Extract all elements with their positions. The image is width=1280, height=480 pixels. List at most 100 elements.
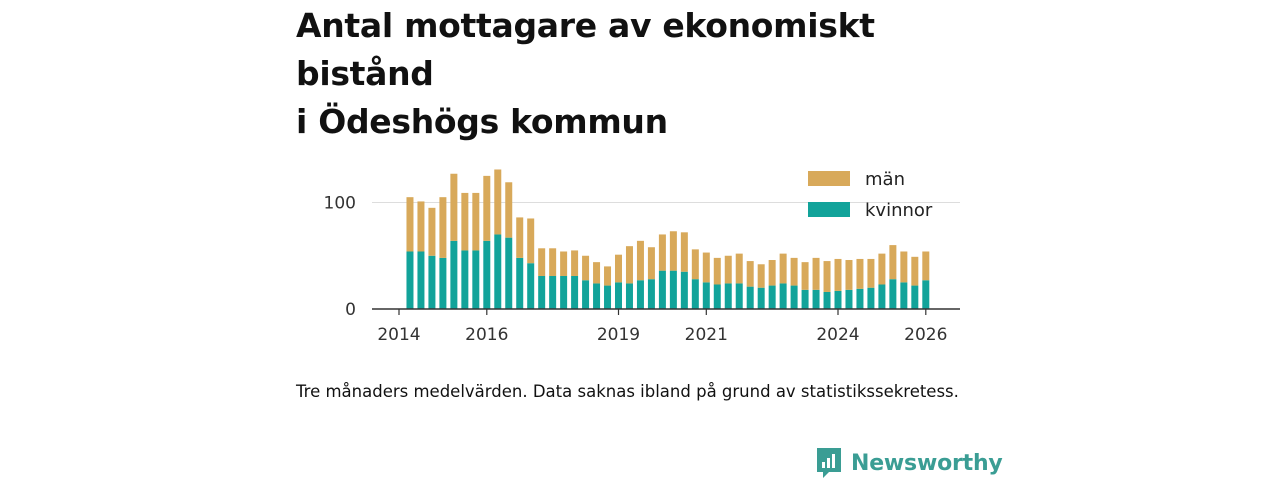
bar-kvinnor-10 <box>516 257 524 309</box>
bar-kvinnor-47 <box>922 280 930 309</box>
bar-man-35 <box>790 257 798 286</box>
bar-man-32 <box>757 264 765 288</box>
footnote: Tre månaders medelvärden. Data saknas ib… <box>296 382 959 401</box>
title-line-2: i Ödeshögs kommun <box>296 102 668 141</box>
bar-kvinnor-13 <box>549 275 557 309</box>
bar-kvinnor-36 <box>801 289 809 309</box>
bar-kvinnor-32 <box>757 287 765 309</box>
bar-kvinnor-3 <box>439 257 447 309</box>
bar-kvinnor-38 <box>823 291 831 309</box>
bar-man-29 <box>724 255 732 284</box>
bar-man-18 <box>604 266 612 286</box>
bar-man-36 <box>801 262 809 290</box>
bar-man-20 <box>625 246 633 284</box>
bar-man-7 <box>483 175 491 241</box>
bar-man-6 <box>472 192 480 251</box>
bar-man-28 <box>713 257 721 285</box>
bar-man-14 <box>560 251 568 276</box>
bar-man-34 <box>779 253 787 284</box>
bar-kvinnor-19 <box>615 282 622 309</box>
bar-man-45 <box>900 251 908 283</box>
bar-kvinnor-17 <box>593 283 601 309</box>
bar-kvinnor-33 <box>768 285 776 309</box>
bar-man-13 <box>549 248 557 276</box>
bar-kvinnor-7 <box>483 240 491 309</box>
bar-kvinnor-31 <box>746 286 754 309</box>
bar-man-40 <box>845 260 853 290</box>
bar-kvinnor-42 <box>867 287 875 309</box>
bar-kvinnor-2 <box>428 255 436 309</box>
bar-kvinnor-6 <box>472 250 480 309</box>
bar-man-21 <box>636 240 644 281</box>
bar-kvinnor-11 <box>527 263 535 309</box>
bar-kvinnor-44 <box>889 279 897 309</box>
bar-kvinnor-30 <box>735 283 743 309</box>
bar-kvinnor-22 <box>647 279 655 309</box>
bar-man-8 <box>494 169 502 235</box>
x-tick-label-2026: 2026 <box>904 325 947 345</box>
bar-kvinnor-43 <box>878 284 886 309</box>
bar-man-3 <box>439 197 447 258</box>
bar-man-24 <box>669 231 677 271</box>
bar-kvinnor-21 <box>636 280 644 309</box>
y-tick-label-0: 0 <box>345 300 356 320</box>
bar-man-15 <box>571 250 579 276</box>
bar-man-44 <box>889 245 897 280</box>
x-tick-label-2014: 2014 <box>377 325 420 345</box>
bar-kvinnor-9 <box>505 237 513 309</box>
bar-kvinnor-18 <box>604 285 612 309</box>
bar-kvinnor-25 <box>680 271 688 309</box>
bar-kvinnor-20 <box>625 283 633 309</box>
bar-kvinnor-1 <box>417 251 425 309</box>
bar-man-26 <box>691 249 699 280</box>
title-line-1: Antal mottagare av ekonomiskt bistånd <box>296 6 875 93</box>
bar-kvinnor-4 <box>450 240 458 309</box>
legend-swatch-man <box>808 171 850 186</box>
bar-man-16 <box>582 255 590 281</box>
bar-man-23 <box>658 234 666 271</box>
x-tick-label-2021: 2021 <box>685 325 728 345</box>
legend: män kvinnor <box>808 169 933 221</box>
legend-label-kvinnor: kvinnor <box>865 200 933 221</box>
bar-kvinnor-5 <box>461 250 469 309</box>
bar-kvinnor-24 <box>669 270 677 309</box>
bar-man-46 <box>911 256 919 286</box>
bar-kvinnor-41 <box>856 288 864 309</box>
bar-man-10 <box>516 217 524 258</box>
bar-kvinnor-46 <box>911 285 919 309</box>
bar-kvinnor-0 <box>406 251 414 309</box>
bar-man-37 <box>812 257 820 290</box>
bar-kvinnor-16 <box>582 280 590 309</box>
bars <box>406 169 930 309</box>
newsworthy-logo[interactable]: Newsworthy <box>815 446 1003 480</box>
bar-kvinnor-8 <box>494 234 502 309</box>
bar-man-0 <box>406 197 414 252</box>
bar-man-17 <box>593 262 601 284</box>
x-tick-label-2024: 2024 <box>816 325 859 345</box>
bar-man-33 <box>768 260 776 286</box>
bar-man-9 <box>505 182 513 238</box>
bar-kvinnor-14 <box>560 275 568 309</box>
bar-kvinnor-15 <box>571 275 579 309</box>
bar-man-2 <box>428 207 436 256</box>
y-tick-label-100: 100 <box>324 194 356 214</box>
bar-kvinnor-35 <box>790 285 798 309</box>
bar-kvinnor-40 <box>845 289 853 309</box>
bar-kvinnor-12 <box>538 275 546 309</box>
legend-label-man: män <box>865 169 905 190</box>
bar-kvinnor-26 <box>691 279 699 309</box>
bar-man-19 <box>615 254 622 283</box>
bar-man-30 <box>735 253 743 284</box>
bar-man-27 <box>702 252 710 283</box>
bar-kvinnor-27 <box>702 282 710 309</box>
x-tick-label-2019: 2019 <box>597 325 640 345</box>
bar-man-47 <box>922 251 930 281</box>
bar-kvinnor-39 <box>834 290 842 309</box>
bar-man-11 <box>527 218 535 264</box>
bar-man-5 <box>461 192 469 251</box>
x-tick-label-2016: 2016 <box>465 325 508 345</box>
bar-man-42 <box>867 258 875 288</box>
bar-man-39 <box>834 258 842 291</box>
bar-kvinnor-28 <box>713 284 721 309</box>
